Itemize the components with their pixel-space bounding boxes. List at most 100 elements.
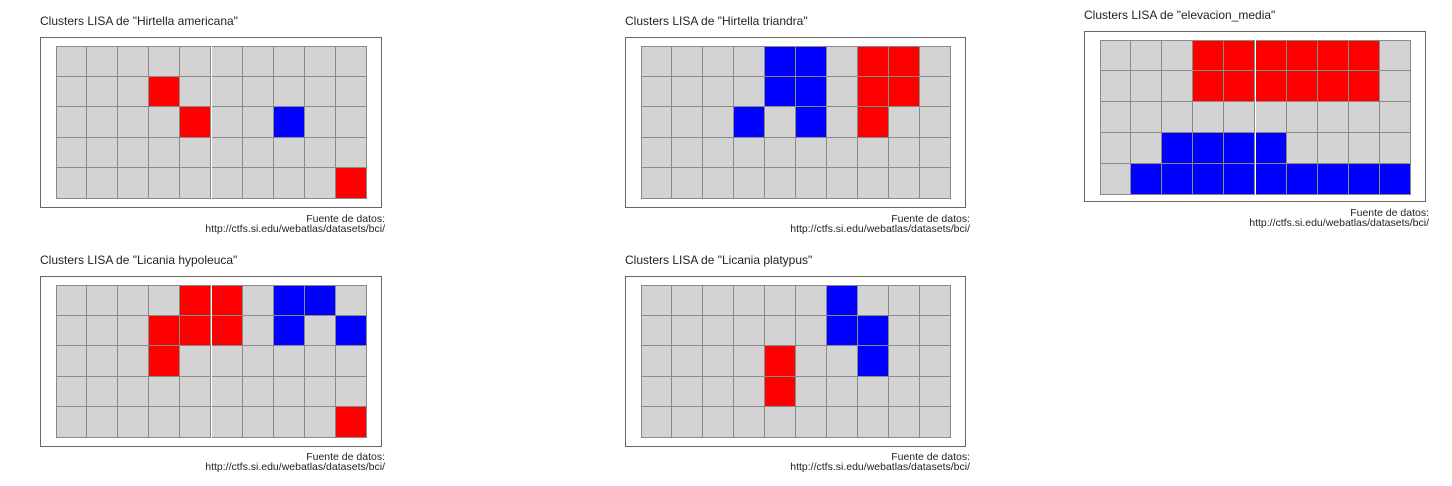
data-source: Fuente de datos: http://ctfs.si.edu/weba… <box>205 452 385 473</box>
grid-cell-none <box>641 346 672 377</box>
grid-cell-none <box>796 315 827 347</box>
grid-cell-none <box>765 107 796 138</box>
map-frame <box>40 276 382 447</box>
source-label: Fuente de datos: <box>891 451 970 463</box>
grid-cell-none <box>1100 71 1132 102</box>
grid-cell-none <box>87 137 119 169</box>
grid-cell-none <box>56 168 88 199</box>
grid-cell-none <box>211 346 243 377</box>
grid-cell-none <box>118 46 150 77</box>
chart-title: Clusters LISA de "elevacion_media" <box>1084 8 1276 22</box>
grid-cell-none <box>641 137 672 169</box>
data-source: Fuente de datos: http://ctfs.si.edu/weba… <box>790 451 970 473</box>
grid-cell-none <box>703 107 734 138</box>
grid-cell-none <box>273 407 305 438</box>
grid-cell-low <box>273 285 305 316</box>
grid-cell-none <box>734 137 765 169</box>
grid-cell-none <box>703 346 734 377</box>
grid-cell-none <box>242 346 274 377</box>
grid-cell-none <box>149 376 181 408</box>
map-frame <box>625 276 966 447</box>
grid-cell-high <box>1348 40 1380 71</box>
map-frame <box>40 37 382 208</box>
grid-cell-none <box>242 76 274 108</box>
grid-cell-none <box>118 107 150 138</box>
grid-cell-none <box>87 46 119 77</box>
grid-cell-high <box>858 107 889 138</box>
grid-cell-none <box>796 285 827 316</box>
grid-cell-none <box>118 315 150 347</box>
grid-cell-none <box>703 407 734 438</box>
grid-cell-none <box>335 46 367 77</box>
grid-cell-none <box>273 168 305 199</box>
grid-cell-none <box>87 407 119 438</box>
grid-cell-low <box>1286 164 1318 195</box>
grid-cell-none <box>304 107 336 138</box>
grid-cell-none <box>273 76 305 108</box>
grid-cell-none <box>641 168 672 199</box>
grid-cell-none <box>273 137 305 169</box>
grid-cell-none <box>1348 133 1380 164</box>
grid-cell-none <box>641 285 672 316</box>
grid-cell-low <box>796 46 827 77</box>
lisa-panel-hirtella-triandra: Clusters LISA de "Hirtella triandra" Fue… <box>625 14 970 244</box>
grid-cell-high <box>1193 40 1225 71</box>
source-label: Fuente de datos: <box>1350 207 1429 219</box>
grid-cell-low <box>765 76 796 108</box>
source-url: http://ctfs.si.edu/webatlas/datasets/bci… <box>790 461 970 473</box>
grid-cell-none <box>1379 71 1411 102</box>
grid-cell-none <box>703 137 734 169</box>
grid-cell-high <box>335 407 367 438</box>
map-frame <box>625 37 966 208</box>
grid-cell-none <box>273 376 305 408</box>
grid-cell-none <box>796 376 827 408</box>
grid-cell-low <box>1193 164 1225 195</box>
grid-cell-none <box>734 407 765 438</box>
grid-cell-none <box>889 168 920 199</box>
grid-cell-low <box>796 76 827 108</box>
grid-cell-high <box>149 315 181 347</box>
chart-title: Clusters LISA de "Licania platypus" <box>625 253 813 267</box>
grid-cell-none <box>304 137 336 169</box>
grid-cell-high <box>335 168 367 199</box>
grid-cell-none <box>242 137 274 169</box>
grid-cell-none <box>765 168 796 199</box>
grid-cell-none <box>641 76 672 108</box>
grid-cell-none <box>335 346 367 377</box>
grid-cell-none <box>827 407 858 438</box>
cluster-grid <box>56 285 367 438</box>
grid-cell-none <box>87 168 119 199</box>
grid-cell-none <box>796 407 827 438</box>
grid-cell-none <box>304 376 336 408</box>
grid-cell-none <box>211 76 243 108</box>
grid-cell-none <box>118 76 150 108</box>
lisa-panel-hirtella-americana: Clusters LISA de "Hirtella americana" Fu… <box>40 14 385 244</box>
grid-cell-none <box>211 107 243 138</box>
grid-cell-none <box>149 107 181 138</box>
grid-cell-none <box>641 407 672 438</box>
grid-cell-high <box>180 285 212 316</box>
grid-cell-low <box>827 285 858 316</box>
grid-cell-low <box>1379 164 1411 195</box>
grid-cell-high <box>889 76 920 108</box>
grid-cell-none <box>641 46 672 77</box>
grid-cell-high <box>180 107 212 138</box>
grid-cell-none <box>149 407 181 438</box>
grid-cell-none <box>149 285 181 316</box>
grid-cell-none <box>149 168 181 199</box>
cluster-grid <box>1100 40 1411 195</box>
grid-cell-none <box>827 107 858 138</box>
grid-cell-none <box>734 168 765 199</box>
grid-cell-none <box>1224 102 1256 133</box>
grid-cell-high <box>149 346 181 377</box>
grid-cell-none <box>56 137 88 169</box>
grid-cell-none <box>335 285 367 316</box>
grid-cell-high <box>1348 71 1380 102</box>
map-frame <box>1084 31 1426 202</box>
grid-cell-none <box>920 168 951 199</box>
grid-cell-none <box>56 346 88 377</box>
data-source: Fuente de datos: http://ctfs.si.edu/weba… <box>1249 207 1429 229</box>
grid-cell-none <box>672 168 703 199</box>
grid-cell-none <box>87 376 119 408</box>
grid-cell-none <box>242 376 274 408</box>
